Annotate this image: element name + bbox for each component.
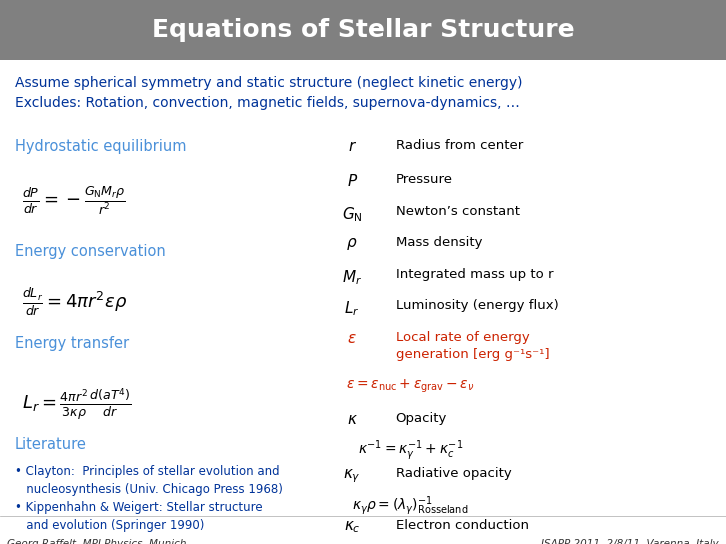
Text: Equations of Stellar Structure: Equations of Stellar Structure [152, 18, 574, 42]
Text: $r$: $r$ [348, 139, 356, 154]
Text: $M_r$: $M_r$ [342, 268, 362, 287]
Text: $L_r$: $L_r$ [344, 299, 360, 318]
Text: Radius from center: Radius from center [396, 139, 523, 152]
Text: Mass density: Mass density [396, 236, 482, 249]
Text: Assume spherical symmetry and static structure (neglect kinetic energy)
Excludes: Assume spherical symmetry and static str… [15, 76, 522, 110]
Text: Newton’s constant: Newton’s constant [396, 205, 520, 218]
Text: $P$: $P$ [346, 174, 358, 189]
Text: $\kappa_\gamma \rho = (\lambda_\gamma)^{-1}_\mathrm{Rosseland}$: $\kappa_\gamma \rho = (\lambda_\gamma)^{… [352, 493, 468, 517]
Text: Integrated mass up to r: Integrated mass up to r [396, 268, 553, 281]
Text: Literature: Literature [15, 437, 86, 452]
Text: $\frac{dL_r}{dr} = 4\pi r^2 \epsilon \rho$: $\frac{dL_r}{dr} = 4\pi r^2 \epsilon \rh… [22, 286, 127, 318]
Text: $L_r = \frac{4\pi r^2}{3\kappa\rho} \frac{d(aT^4)}{dr}$: $L_r = \frac{4\pi r^2}{3\kappa\rho} \fra… [22, 386, 131, 422]
Text: $\frac{dP}{dr} = -\frac{G_\mathrm{N} M_r \rho}{r^2}$: $\frac{dP}{dr} = -\frac{G_\mathrm{N} M_r… [22, 184, 126, 217]
Text: $\rho$: $\rho$ [346, 236, 358, 252]
Text: $\kappa_c$: $\kappa_c$ [344, 519, 360, 535]
Text: $\kappa^{-1} = \kappa_\gamma^{-1} + \kappa_c^{-1}$: $\kappa^{-1} = \kappa_\gamma^{-1} + \kap… [357, 438, 463, 463]
Text: • Clayton:  Principles of stellar evolution and
   nucleosynthesis (Univ. Chicag: • Clayton: Principles of stellar evoluti… [15, 465, 282, 531]
Text: $G_\mathrm{N}$: $G_\mathrm{N}$ [342, 205, 362, 224]
Text: $\kappa$: $\kappa$ [346, 412, 358, 427]
Text: Pressure: Pressure [396, 174, 453, 186]
Text: Energy conservation: Energy conservation [15, 244, 166, 259]
Text: ISAPP 2011, 2/8/11, Varenna, Italy: ISAPP 2011, 2/8/11, Varenna, Italy [541, 539, 719, 544]
Text: Luminosity (energy flux): Luminosity (energy flux) [396, 299, 558, 312]
Text: Local rate of energy
generation [erg g⁻¹s⁻¹]: Local rate of energy generation [erg g⁻¹… [396, 331, 550, 361]
Text: Energy transfer: Energy transfer [15, 336, 129, 351]
FancyBboxPatch shape [0, 0, 726, 60]
Text: Electron conduction: Electron conduction [396, 519, 529, 532]
Text: Georg Raffelt, MPI Physics, Munich: Georg Raffelt, MPI Physics, Munich [7, 539, 187, 544]
Text: Hydrostatic equilibrium: Hydrostatic equilibrium [15, 139, 186, 154]
Text: $\epsilon = \epsilon_\mathrm{nuc} + \epsilon_\mathrm{grav} - \epsilon_\nu$: $\epsilon = \epsilon_\mathrm{nuc} + \eps… [346, 378, 475, 395]
Text: Radiative opacity: Radiative opacity [396, 467, 511, 480]
Text: Opacity: Opacity [396, 412, 447, 425]
Text: $\epsilon$: $\epsilon$ [347, 331, 357, 346]
Text: $\kappa_\gamma$: $\kappa_\gamma$ [343, 467, 361, 485]
